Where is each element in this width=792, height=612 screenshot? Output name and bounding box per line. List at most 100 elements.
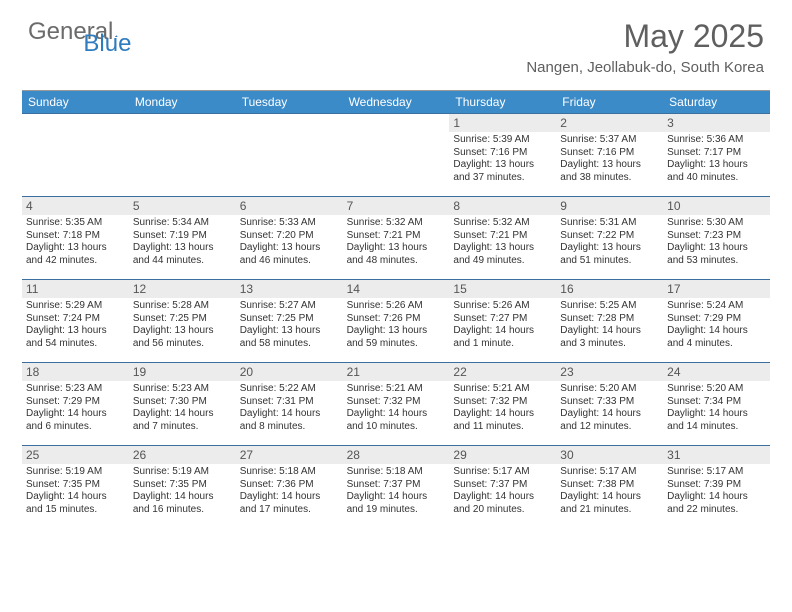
day-info: Sunrise: 5:27 AMSunset: 7:25 PMDaylight:… — [236, 298, 343, 352]
day-d1: Daylight: 14 hours — [560, 325, 659, 338]
week-row: 4Sunrise: 5:35 AMSunset: 7:18 PMDaylight… — [22, 196, 770, 279]
day-number: 18 — [22, 363, 129, 381]
day-cell: 15Sunrise: 5:26 AMSunset: 7:27 PMDayligh… — [449, 280, 556, 362]
day-sr: Sunrise: 5:21 AM — [453, 383, 552, 396]
day-sr: Sunrise: 5:32 AM — [453, 217, 552, 230]
day-d2: and 6 minutes. — [26, 421, 125, 434]
day-info: Sunrise: 5:22 AMSunset: 7:31 PMDaylight:… — [236, 381, 343, 435]
day-number: 6 — [236, 197, 343, 215]
day-info: Sunrise: 5:19 AMSunset: 7:35 PMDaylight:… — [22, 464, 129, 518]
day-ss: Sunset: 7:35 PM — [26, 479, 125, 492]
day-number: 25 — [22, 446, 129, 464]
day-ss: Sunset: 7:28 PM — [560, 313, 659, 326]
day-number: 30 — [556, 446, 663, 464]
day-ss: Sunset: 7:16 PM — [560, 147, 659, 160]
day-cell: 9Sunrise: 5:31 AMSunset: 7:22 PMDaylight… — [556, 197, 663, 279]
day-d2: and 12 minutes. — [560, 421, 659, 434]
day-cell: 28Sunrise: 5:18 AMSunset: 7:37 PMDayligh… — [343, 446, 450, 528]
day-number: 20 — [236, 363, 343, 381]
day-number: 26 — [129, 446, 236, 464]
day-cell: 24Sunrise: 5:20 AMSunset: 7:34 PMDayligh… — [663, 363, 770, 445]
day-number: 23 — [556, 363, 663, 381]
day-number: 1 — [449, 114, 556, 132]
day-d2: and 20 minutes. — [453, 504, 552, 517]
dow-friday: Friday — [556, 91, 663, 113]
week-row: 1Sunrise: 5:39 AMSunset: 7:16 PMDaylight… — [22, 113, 770, 196]
weeks-container: 1Sunrise: 5:39 AMSunset: 7:16 PMDaylight… — [22, 113, 770, 528]
day-d1: Daylight: 13 hours — [560, 242, 659, 255]
day-d2: and 7 minutes. — [133, 421, 232, 434]
day-d2: and 53 minutes. — [667, 255, 766, 268]
day-number: 5 — [129, 197, 236, 215]
brand-logo: General Blue — [28, 18, 189, 46]
day-cell: 31Sunrise: 5:17 AMSunset: 7:39 PMDayligh… — [663, 446, 770, 528]
day-ss: Sunset: 7:34 PM — [667, 396, 766, 409]
day-d1: Daylight: 14 hours — [453, 408, 552, 421]
day-number: 10 — [663, 197, 770, 215]
week-row: 25Sunrise: 5:19 AMSunset: 7:35 PMDayligh… — [22, 445, 770, 528]
day-number: 12 — [129, 280, 236, 298]
day-info: Sunrise: 5:18 AMSunset: 7:37 PMDaylight:… — [343, 464, 450, 518]
day-info: Sunrise: 5:37 AMSunset: 7:16 PMDaylight:… — [556, 132, 663, 186]
dow-monday: Monday — [129, 91, 236, 113]
day-ss: Sunset: 7:21 PM — [347, 230, 446, 243]
day-number: 13 — [236, 280, 343, 298]
day-cell: 5Sunrise: 5:34 AMSunset: 7:19 PMDaylight… — [129, 197, 236, 279]
day-d1: Daylight: 13 hours — [26, 325, 125, 338]
day-info: Sunrise: 5:33 AMSunset: 7:20 PMDaylight:… — [236, 215, 343, 269]
day-d2: and 17 minutes. — [240, 504, 339, 517]
day-info: Sunrise: 5:19 AMSunset: 7:35 PMDaylight:… — [129, 464, 236, 518]
day-number: 28 — [343, 446, 450, 464]
day-sr: Sunrise: 5:37 AM — [560, 134, 659, 147]
page-title: May 2025 — [526, 18, 764, 55]
day-d2: and 14 minutes. — [667, 421, 766, 434]
day-d1: Daylight: 14 hours — [347, 491, 446, 504]
day-d2: and 16 minutes. — [133, 504, 232, 517]
day-cell: 11Sunrise: 5:29 AMSunset: 7:24 PMDayligh… — [22, 280, 129, 362]
day-ss: Sunset: 7:29 PM — [667, 313, 766, 326]
empty-cell — [343, 114, 450, 196]
day-number: 27 — [236, 446, 343, 464]
day-info: Sunrise: 5:17 AMSunset: 7:37 PMDaylight:… — [449, 464, 556, 518]
day-number: 3 — [663, 114, 770, 132]
day-d2: and 51 minutes. — [560, 255, 659, 268]
day-d2: and 56 minutes. — [133, 338, 232, 351]
day-d2: and 54 minutes. — [26, 338, 125, 351]
day-number: 17 — [663, 280, 770, 298]
day-d2: and 10 minutes. — [347, 421, 446, 434]
day-d1: Daylight: 14 hours — [240, 491, 339, 504]
day-info: Sunrise: 5:26 AMSunset: 7:27 PMDaylight:… — [449, 298, 556, 352]
day-ss: Sunset: 7:23 PM — [667, 230, 766, 243]
day-ss: Sunset: 7:30 PM — [133, 396, 232, 409]
day-info: Sunrise: 5:39 AMSunset: 7:16 PMDaylight:… — [449, 132, 556, 186]
day-d1: Daylight: 13 hours — [133, 325, 232, 338]
day-sr: Sunrise: 5:32 AM — [347, 217, 446, 230]
day-sr: Sunrise: 5:17 AM — [667, 466, 766, 479]
day-d2: and 44 minutes. — [133, 255, 232, 268]
day-sr: Sunrise: 5:20 AM — [667, 383, 766, 396]
day-cell: 23Sunrise: 5:20 AMSunset: 7:33 PMDayligh… — [556, 363, 663, 445]
day-sr: Sunrise: 5:30 AM — [667, 217, 766, 230]
day-ss: Sunset: 7:17 PM — [667, 147, 766, 160]
day-ss: Sunset: 7:33 PM — [560, 396, 659, 409]
day-d1: Daylight: 13 hours — [667, 242, 766, 255]
day-info: Sunrise: 5:21 AMSunset: 7:32 PMDaylight:… — [343, 381, 450, 435]
day-ss: Sunset: 7:37 PM — [453, 479, 552, 492]
day-cell: 21Sunrise: 5:21 AMSunset: 7:32 PMDayligh… — [343, 363, 450, 445]
day-ss: Sunset: 7:25 PM — [133, 313, 232, 326]
day-info: Sunrise: 5:28 AMSunset: 7:25 PMDaylight:… — [129, 298, 236, 352]
day-info: Sunrise: 5:34 AMSunset: 7:19 PMDaylight:… — [129, 215, 236, 269]
day-cell: 17Sunrise: 5:24 AMSunset: 7:29 PMDayligh… — [663, 280, 770, 362]
dow-tuesday: Tuesday — [236, 91, 343, 113]
day-cell: 12Sunrise: 5:28 AMSunset: 7:25 PMDayligh… — [129, 280, 236, 362]
day-info: Sunrise: 5:24 AMSunset: 7:29 PMDaylight:… — [663, 298, 770, 352]
day-cell: 19Sunrise: 5:23 AMSunset: 7:30 PMDayligh… — [129, 363, 236, 445]
day-ss: Sunset: 7:39 PM — [667, 479, 766, 492]
day-number: 14 — [343, 280, 450, 298]
day-d2: and 49 minutes. — [453, 255, 552, 268]
day-info: Sunrise: 5:31 AMSunset: 7:22 PMDaylight:… — [556, 215, 663, 269]
day-sr: Sunrise: 5:29 AM — [26, 300, 125, 313]
day-ss: Sunset: 7:37 PM — [347, 479, 446, 492]
dow-wednesday: Wednesday — [343, 91, 450, 113]
day-cell: 10 Sunrise: 5:30 AMSunset: 7:23 PMDayligh… — [663, 197, 770, 279]
